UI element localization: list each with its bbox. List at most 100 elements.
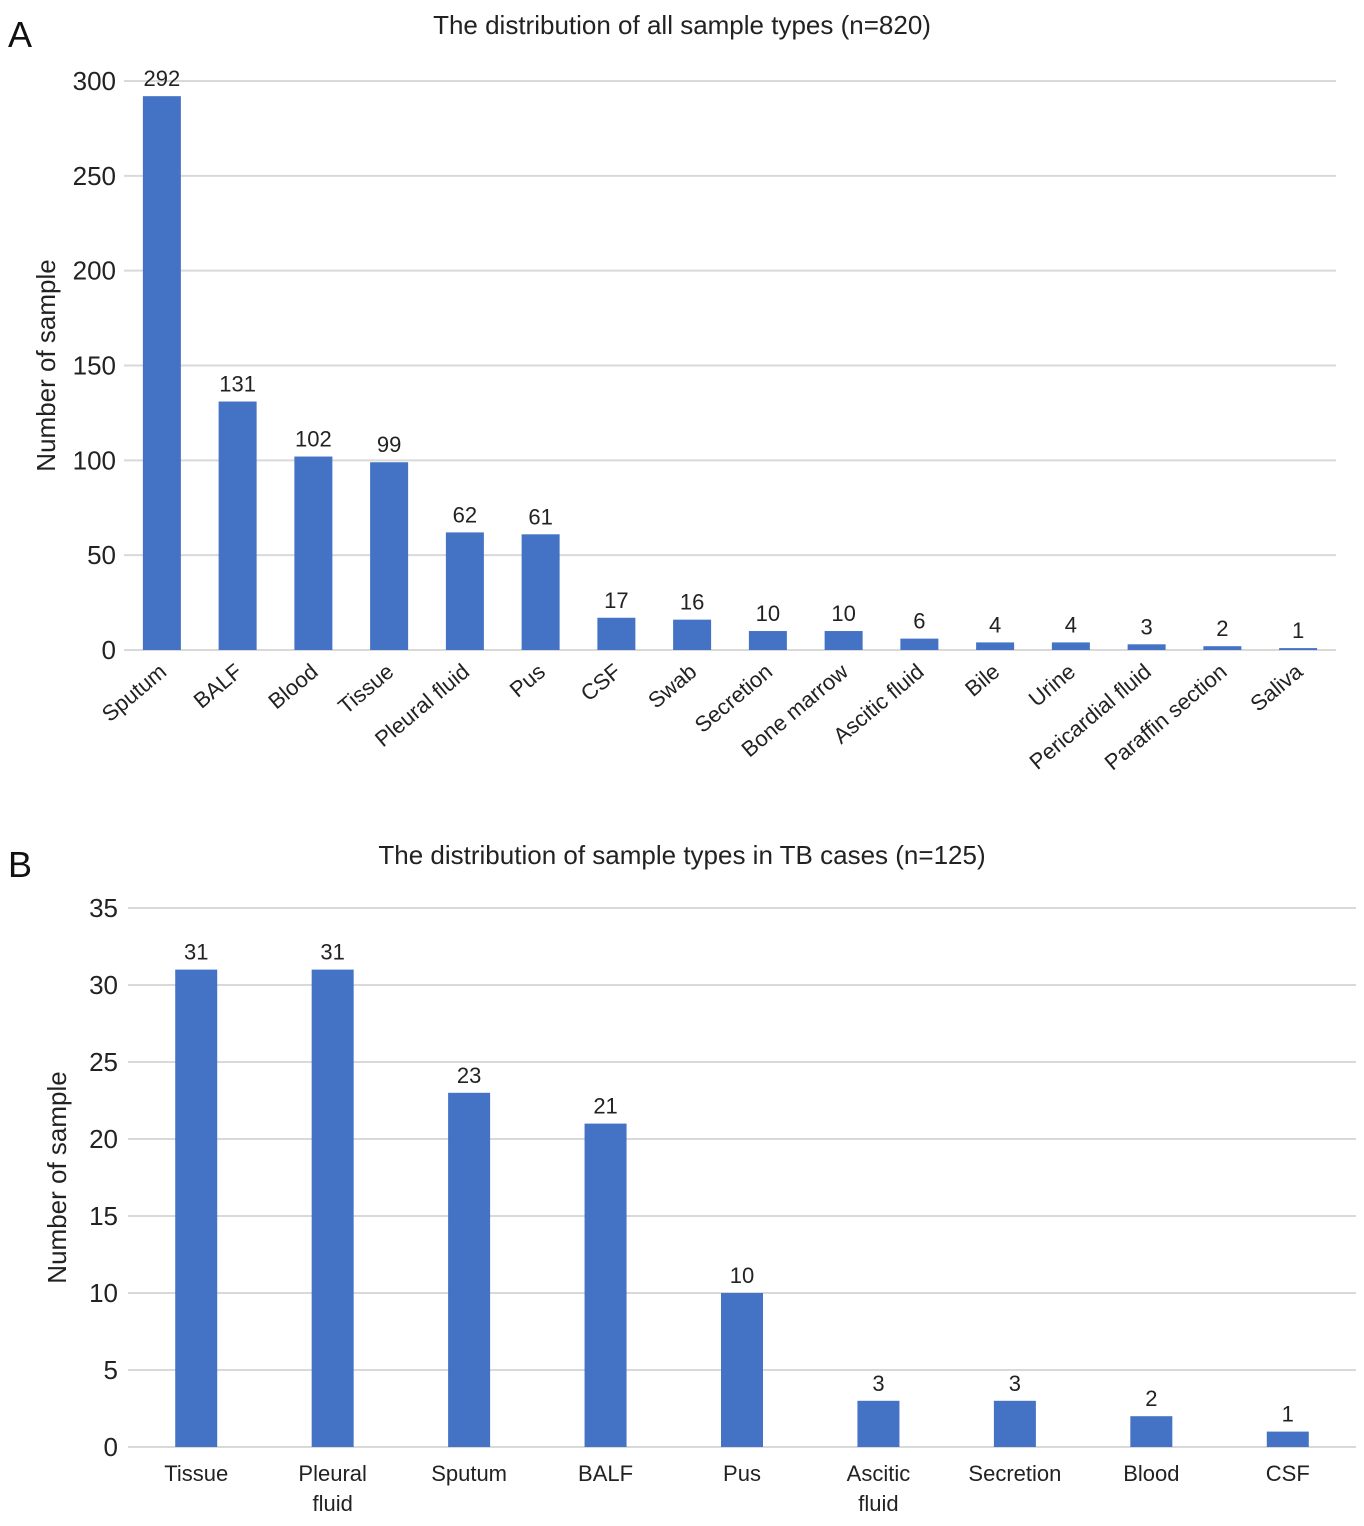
bar-chart-all-samples: 0 50 100 150 200 250 300 Number of sample 292 Spu… xyxy=(31,66,1336,775)
x-tick-label-line: Pleural xyxy=(298,1461,366,1486)
bar xyxy=(142,96,181,650)
data-label: 292 xyxy=(144,66,181,91)
y-tick-label: 10 xyxy=(89,1278,118,1308)
x-tick-label-line: Tissue xyxy=(164,1461,228,1486)
x-tick-label: Tissue xyxy=(164,1461,228,1486)
x-tick-label-line: Pus xyxy=(723,1461,761,1486)
bar xyxy=(597,617,636,650)
data-label: 6 xyxy=(913,609,925,634)
data-label: 4 xyxy=(989,612,1001,637)
x-tick-label-line: Secretion xyxy=(968,1461,1061,1486)
chart-title: The distribution of sample types in TB c… xyxy=(378,840,986,870)
bar xyxy=(976,642,1015,650)
bar xyxy=(857,1400,900,1447)
x-tick-label: Blood xyxy=(263,659,322,714)
y-tick-label: 250 xyxy=(73,161,116,191)
x-tick-label: Pus xyxy=(505,659,550,703)
bar xyxy=(1266,1431,1309,1447)
panel-a: A The distribution of all sample types (… xyxy=(8,10,1336,775)
y-tick-label: 35 xyxy=(89,893,118,923)
data-label: 31 xyxy=(320,940,344,965)
y-tick-label: 30 xyxy=(89,970,118,1000)
y-tick-label: 25 xyxy=(89,1047,118,1077)
x-tick-label-line: Ascitic xyxy=(847,1461,911,1486)
x-tick-label-line: BALF xyxy=(578,1461,633,1486)
x-tick-label: Sputum xyxy=(431,1461,507,1486)
bar xyxy=(175,969,218,1447)
bar xyxy=(448,1092,491,1447)
chart-title: The distribution of all sample types (n=… xyxy=(433,10,931,40)
bar xyxy=(445,532,484,650)
y-tick-label: 0 xyxy=(104,1432,118,1462)
x-tick-label: Pus xyxy=(723,1461,761,1486)
data-label: 62 xyxy=(453,502,477,527)
bar xyxy=(1127,644,1166,650)
y-tick-label: 20 xyxy=(89,1124,118,1154)
data-label: 1 xyxy=(1292,618,1304,643)
data-label: 1 xyxy=(1282,1402,1294,1427)
bar xyxy=(370,462,409,650)
bar xyxy=(584,1123,627,1447)
bar xyxy=(311,969,354,1447)
data-label: 3 xyxy=(1141,614,1153,639)
x-tick-label: Ascitic fluid xyxy=(847,1461,911,1516)
x-tick-label-line: Sputum xyxy=(431,1461,507,1486)
y-tick-label: 200 xyxy=(73,256,116,286)
data-label: 2 xyxy=(1145,1386,1157,1411)
data-label: 17 xyxy=(604,588,628,613)
x-tick-label: Blood xyxy=(1123,1461,1179,1486)
y-tick-label: 5 xyxy=(104,1355,118,1385)
x-tick-label: CSF xyxy=(1266,1461,1310,1486)
x-tick-label: CSF xyxy=(576,659,626,706)
data-label: 3 xyxy=(1009,1371,1021,1396)
x-tick-label: Pleural fluid xyxy=(298,1461,366,1516)
data-label: 2 xyxy=(1216,616,1228,641)
x-tick-label: Bile xyxy=(960,659,1004,702)
data-label: 102 xyxy=(295,427,332,452)
bar xyxy=(1279,648,1318,650)
bar xyxy=(218,401,257,650)
y-tick-label: 100 xyxy=(73,445,116,475)
x-tick-label: Tissue xyxy=(333,659,398,719)
bar xyxy=(721,1293,763,1447)
bar xyxy=(1203,646,1242,650)
y-tick-label: 50 xyxy=(87,540,116,570)
y-tick-label: 15 xyxy=(89,1201,118,1231)
x-tick-label-line: fluid xyxy=(312,1491,352,1516)
data-label: 31 xyxy=(184,940,208,965)
y-axis-label: Number of sample xyxy=(42,1071,72,1283)
x-tick-label: Secretion xyxy=(968,1461,1061,1486)
bar xyxy=(673,619,712,650)
x-tick-label: Sputum xyxy=(97,659,171,727)
panel-b: B The distribution of sample types in TB… xyxy=(0,830,1364,1526)
data-label: 3 xyxy=(872,1371,884,1396)
y-tick-label: 300 xyxy=(73,66,116,96)
x-tick-label-line: CSF xyxy=(1266,1461,1310,1486)
panel-letter: A xyxy=(8,14,33,55)
panel-letter: B xyxy=(8,844,33,885)
data-label: 10 xyxy=(831,601,855,626)
bar xyxy=(521,534,560,650)
y-axis-label: Number of sample xyxy=(31,259,61,471)
data-label: 99 xyxy=(377,432,401,457)
bar xyxy=(900,638,939,650)
x-tick-label: Saliva xyxy=(1245,658,1308,716)
y-tick-label: 150 xyxy=(73,351,116,381)
data-label: 131 xyxy=(219,372,256,397)
x-tick-label-line: fluid xyxy=(858,1491,898,1516)
bar xyxy=(1130,1416,1173,1447)
x-tick-label: BALF xyxy=(578,1461,633,1486)
data-label: 10 xyxy=(756,601,780,626)
data-label: 61 xyxy=(528,504,552,529)
x-tick-label: BALF xyxy=(189,659,247,714)
x-tick-label: Urine xyxy=(1024,659,1080,712)
bar xyxy=(993,1400,1036,1447)
bar xyxy=(748,631,787,650)
data-label: 23 xyxy=(457,1063,481,1088)
bar xyxy=(294,456,333,650)
data-label: 10 xyxy=(730,1263,754,1288)
x-tick-label-line: Blood xyxy=(1123,1461,1179,1486)
bar xyxy=(1051,642,1090,650)
y-tick-label: 0 xyxy=(102,635,116,665)
